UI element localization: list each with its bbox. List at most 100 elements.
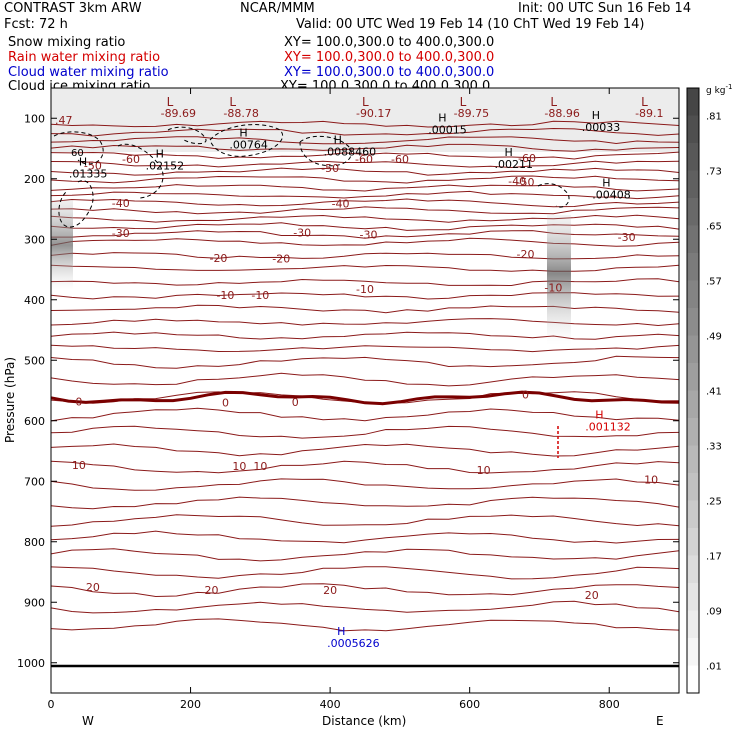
minimum-value-label: -90.17 xyxy=(356,107,391,120)
maximum-marker: H xyxy=(505,146,513,159)
y-tick-label: 700 xyxy=(24,475,45,488)
colorbar-label: .65 xyxy=(706,222,722,233)
isotherm-line xyxy=(50,407,680,422)
isotherm-value-label: 10 xyxy=(644,473,658,486)
isotherm-value-label: -20 xyxy=(209,252,227,265)
minimum-value-label: -89.1 xyxy=(635,107,663,120)
isotherm-line xyxy=(50,583,680,598)
minimum-marker: L xyxy=(229,95,236,109)
y-tick-label: 200 xyxy=(24,173,45,186)
organization: NCAR/MMM xyxy=(240,1,315,16)
isotherm-line xyxy=(50,600,680,614)
snow-contour-mid2 xyxy=(167,124,283,157)
isotherm-value-label: -40 xyxy=(508,175,526,188)
colorbar-segment xyxy=(687,335,699,364)
snow-contour-east xyxy=(537,183,570,208)
colorbar-segment xyxy=(687,115,699,144)
y-tick-label: 600 xyxy=(24,415,45,428)
colorbar-segment xyxy=(687,610,699,639)
colorbar-segment xyxy=(687,583,699,611)
maximum-value-label: .00408 xyxy=(592,189,631,202)
isotherm-value-label: -10 xyxy=(356,283,374,296)
colorbar-segment xyxy=(687,473,699,501)
maximum-marker: H xyxy=(337,625,345,638)
plot-frame xyxy=(50,87,680,694)
isotherm-line xyxy=(50,136,680,145)
colorbar-segment xyxy=(687,170,699,199)
colorbar-label: .17 xyxy=(706,552,722,563)
colorbar-segment xyxy=(687,528,699,556)
isotherm-line xyxy=(50,184,680,192)
colorbar-label: .57 xyxy=(706,277,722,288)
legend-cloud-water-xy: XY= 100.0,300.0 to 400.0,300.0 xyxy=(284,65,495,80)
isotherm-value-label: 0 xyxy=(522,389,529,402)
isotherm-value-label: -10 xyxy=(544,282,562,295)
x-tick-label: 600 xyxy=(459,698,480,711)
x-tick-label: 0 xyxy=(48,698,55,711)
minimum-value-label: -88.78 xyxy=(223,107,258,120)
y-tick-label: 500 xyxy=(24,354,45,367)
colorbar-label: .25 xyxy=(706,497,722,508)
isotherm-line xyxy=(50,460,680,474)
colorbar-segment xyxy=(687,143,699,171)
isotherm-value-label: 20 xyxy=(585,589,599,602)
colorbar: .81 .73 .65 .57 .49 .41 .33 .25 .17 .09 .01 xyxy=(686,87,722,694)
isotherm-value-label: -30 xyxy=(618,231,636,244)
isotherm-label-47: .47 xyxy=(55,114,73,127)
minimum-marker: L xyxy=(460,95,467,109)
isotherm-line xyxy=(50,120,680,128)
valid-time: Valid: 00 UTC Wed 19 Feb 14 (10 ChT Wed … xyxy=(296,17,645,32)
isotherm-line xyxy=(50,151,680,160)
isotherm-line xyxy=(50,237,680,247)
isotherm-line xyxy=(50,331,680,340)
isotherm-line xyxy=(50,344,680,353)
isotherm-labels: -50 -50-50-40 -40-40-30 -30 -30 -30-20 -20 -20-… xyxy=(72,159,658,602)
y-tick-label: 800 xyxy=(24,536,45,549)
x-tick-label: 200 xyxy=(180,698,201,711)
isotherm-label-minus60-east: -60 xyxy=(391,153,409,166)
x-axis-west-label: W xyxy=(82,714,94,728)
colorbar-segment xyxy=(687,390,699,419)
colorbar-segment xyxy=(687,198,699,226)
precip-shading-east xyxy=(547,215,571,345)
chart-title: CONTRAST 3km ARW xyxy=(4,1,142,16)
isotherm-label-minus60: -60 xyxy=(122,153,140,166)
x-axis-east-label: E xyxy=(656,714,664,728)
isotherm-value-label: -50 xyxy=(84,159,102,172)
y-tick-label: 400 xyxy=(24,294,45,307)
isotherm-line xyxy=(50,143,680,152)
minimum-value-label: -89.75 xyxy=(454,107,489,120)
isotherm-value-label: -50 xyxy=(321,162,339,175)
colorbar-segment xyxy=(687,500,699,529)
maximum-marker: H xyxy=(79,155,87,168)
colorbar-segment xyxy=(687,308,699,336)
colorbar-label: .41 xyxy=(706,387,722,398)
isotherm-line xyxy=(50,214,680,223)
isotherm-value-label: -30 xyxy=(112,227,130,240)
isotherm-value-label: 0 xyxy=(292,396,299,409)
isotherm-value-label: -20 xyxy=(272,253,290,266)
isotherm-line xyxy=(50,478,680,491)
maximum-marker: H xyxy=(334,134,342,147)
isotherm-line xyxy=(50,443,680,457)
colorbar-segment xyxy=(687,280,699,309)
maximum-value-label: .02152 xyxy=(146,160,185,173)
x-tick-label: 400 xyxy=(320,698,341,711)
isotherm-label-minus60-far-east: -60 xyxy=(518,152,536,165)
isotherm-value-label: 0 xyxy=(75,395,82,408)
isotherm-value-label: -20 xyxy=(517,248,535,261)
y-tick-label: 300 xyxy=(24,233,45,246)
y-tick-label: 1000 xyxy=(17,657,45,670)
maximum-value-label: .001132 xyxy=(585,420,631,433)
colorbar-segment xyxy=(687,363,699,391)
isotherm-line xyxy=(50,167,680,176)
isotherm-line xyxy=(50,206,680,215)
isotherm-line xyxy=(50,618,680,632)
isotherm-lines xyxy=(50,120,680,632)
isotherm-line xyxy=(50,292,680,300)
minimum-marker: L xyxy=(550,95,557,109)
maximum-marker: H xyxy=(156,148,164,161)
